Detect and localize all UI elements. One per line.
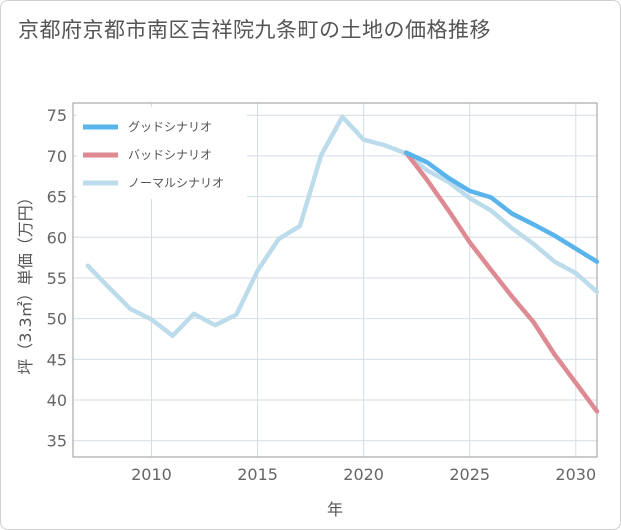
series-line-1 [403, 150, 600, 414]
plot-frame [72, 102, 598, 458]
y-tick-label: 70 [47, 147, 67, 166]
x-tick-label: 2020 [343, 465, 384, 484]
y-axis-label: 坪（3.3㎡）単価（万円） [16, 189, 35, 374]
x-tick-label: 2025 [449, 465, 490, 484]
y-tick-label: 75 [47, 106, 67, 125]
y-tick-label: 65 [47, 188, 67, 207]
x-tick-label: 2010 [131, 465, 172, 484]
chart-title: 京都府京都市南区吉祥院九条町の土地の価格推移 [18, 18, 491, 42]
x-tick-label: 2015 [237, 465, 278, 484]
legend-label: ノーマルシナリオ [128, 176, 224, 190]
y-tick-label: 55 [47, 269, 67, 288]
y-tick-label: 40 [47, 391, 67, 410]
y-tick-label: 60 [47, 228, 67, 247]
x-axis-label: 年 [327, 500, 343, 519]
series-line-2 [85, 114, 600, 338]
y-tick-label: 50 [47, 310, 67, 329]
y-tick-label: 35 [47, 432, 67, 451]
series-lines [85, 114, 600, 414]
axis-ticks: 35 40 45 50 55 60 65 70 75 2010 2015 2020 2025 2030 [47, 106, 597, 484]
x-tick-label: 2030 [555, 465, 596, 484]
y-tick-label: 45 [47, 350, 67, 369]
legend-label: バッドシナリオ [128, 148, 212, 162]
legend-label: グッドシナリオ [128, 120, 212, 134]
series-line-0 [403, 150, 600, 264]
